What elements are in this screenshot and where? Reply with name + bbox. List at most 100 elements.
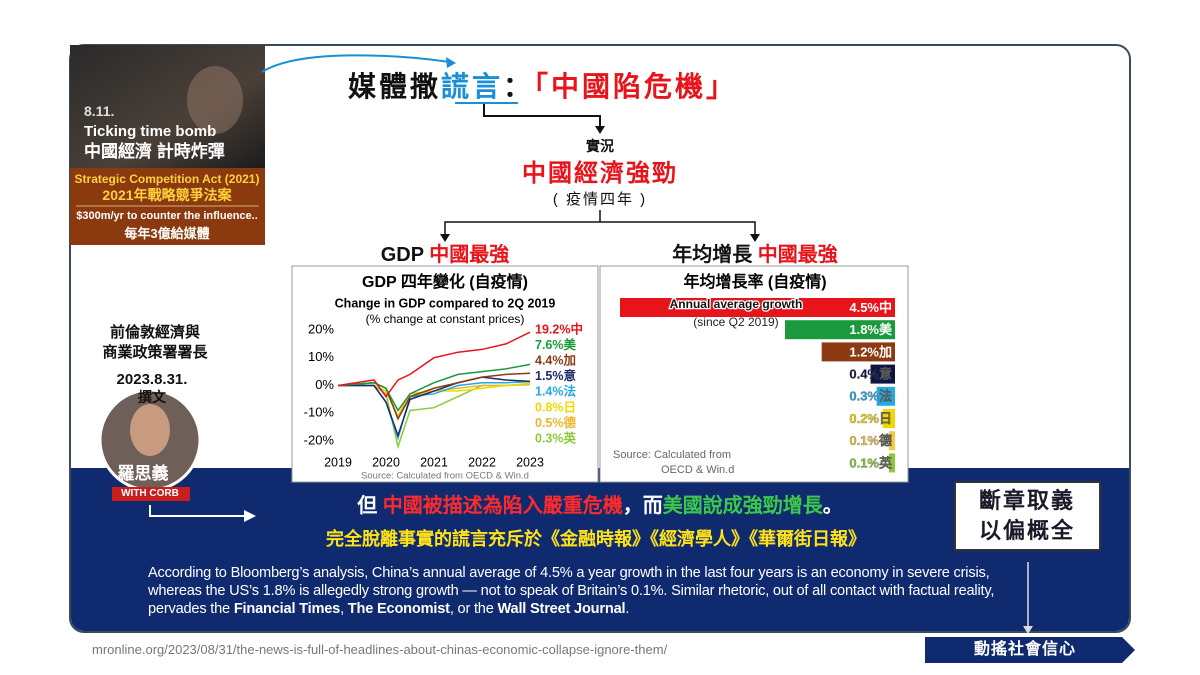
author-banner — [112, 487, 190, 501]
end-label: 19.2%中 — [535, 321, 583, 336]
quote-segment: Financial Times — [233, 601, 341, 617]
link-arrow — [261, 54, 451, 73]
connector — [149, 505, 245, 517]
bar-label: 0.4%意 — [849, 367, 892, 382]
series-line — [338, 376, 531, 438]
bar-label: 1.2%加 — [849, 344, 892, 359]
text-segment: 美國說成強勁增長 — [662, 495, 823, 517]
end-label: 0.3%英 — [535, 430, 576, 445]
photo-title-zh: 中國經濟 計時炸彈 — [84, 142, 225, 161]
quote-segment: Wall Street Journal — [497, 601, 626, 617]
x-tick-label: 2023 — [516, 455, 544, 469]
author-banner-text: WITH CORB — [121, 488, 179, 499]
x-tick-label: 2022 — [468, 455, 496, 469]
chart-source: OECD & Win.d — [661, 464, 734, 476]
bar — [888, 453, 895, 473]
arrow-head — [1023, 626, 1033, 634]
text-segment: 但 — [357, 495, 383, 517]
chart-subtitle: (% change at constant prices) — [366, 312, 525, 326]
act-name: Strategic Competition Act (2021) — [74, 172, 260, 186]
bar — [888, 431, 895, 451]
text-segment: 中國最強 — [757, 244, 838, 266]
headline: 媒體撒謊言：「中國陷危機」 — [348, 73, 737, 101]
end-label: 1.5%意 — [535, 368, 576, 383]
author-name: 羅思義 — [117, 464, 169, 483]
annotation: Annual average growth — [670, 297, 803, 311]
end-label: 4.4%加 — [535, 352, 576, 367]
bar — [821, 342, 895, 362]
source-url: mronline.org/2023/08/31/the-news-is-full… — [92, 642, 668, 657]
verdict-box — [954, 481, 1101, 551]
y-tick-label: -10% — [304, 405, 335, 420]
quote-segment: The Economist — [347, 601, 450, 617]
quote-segment: According to Bloomberg’s analysis, China… — [148, 565, 995, 617]
author-line: 前倫敦經濟與 — [109, 324, 201, 341]
summary-band — [71, 468, 1129, 631]
text-segment: 謊言 — [441, 71, 504, 102]
text-segment: 「中國陷危機」 — [534, 71, 738, 102]
fact-note: ( 疫情四年 ) — [552, 191, 648, 208]
x-tick-label: 2021 — [420, 455, 448, 469]
bar-label: 1.8%美 — [849, 322, 893, 337]
effect-tag — [925, 637, 1135, 663]
series-line — [337, 363, 531, 412]
arrow-head — [750, 234, 760, 242]
y-tick-label: -20% — [304, 432, 335, 447]
text-segment: GDP — [380, 244, 430, 266]
y-tick-label: 10% — [308, 349, 334, 364]
arrow-head — [446, 57, 456, 68]
chart-source: Source: Calculated from — [613, 449, 731, 461]
act-funding: $300m/yr to counter the influence.. — [76, 210, 258, 222]
summary-line: 但 中國被描述為陷入嚴重危機，而美國說成強勁增長。 — [357, 496, 843, 516]
photo-figure — [187, 66, 243, 134]
act-name-zh: 2021年戰略競爭法案 — [102, 187, 232, 203]
quote-segment: . — [625, 601, 630, 617]
fact-claim: 中國經濟強勁 — [522, 160, 678, 187]
end-label: 1.4%法 — [535, 384, 576, 399]
y-tick-label: 0% — [315, 377, 334, 392]
author-date: 2023.8.31. — [116, 371, 188, 388]
branch-label: GDP 中國最強 — [381, 245, 510, 265]
bar-label: 0.1%德 — [849, 433, 892, 448]
verdict-text: 以偏概全 — [978, 518, 1076, 543]
text-segment: 。 — [822, 495, 843, 517]
text-segment: 媒體撒 — [348, 71, 442, 102]
summary-line: 完全脫離事實的謊言充斥於《金融時報》《經濟學人》《華爾街日報》 — [326, 529, 866, 549]
bar — [876, 386, 895, 406]
branch-label: 年均增長 中國最強 — [672, 245, 838, 265]
series-line — [337, 331, 531, 398]
author-role: 撰文 — [138, 389, 166, 405]
act-funding-zh: 每年3億給媒體 — [124, 226, 210, 241]
bar — [870, 364, 895, 384]
chart-source: Source: Calculated from OECD & Win.d — [361, 471, 529, 482]
arrow-head — [440, 234, 450, 242]
text-segment: ，而 — [622, 495, 663, 517]
line-chart-box — [291, 265, 599, 483]
text-segment: 中國被描述為陷入嚴重危機 — [382, 495, 623, 517]
quote-segment: , — [340, 601, 348, 617]
author-line: 商業政策署署長 — [102, 344, 208, 361]
chart-subtitle: Change in GDP compared to 2Q 2019 — [335, 296, 556, 310]
arrow-head — [244, 510, 256, 522]
connector — [444, 221, 756, 236]
effect-text: 動搖社會信心 — [973, 641, 1077, 658]
end-label: 7.6%美 — [535, 337, 576, 352]
x-tick-label: 2020 — [372, 455, 400, 469]
chart-title: 年均增長率 (自疫情) — [683, 272, 826, 291]
quote: According to Bloomberg’s analysis, China… — [148, 564, 1026, 618]
bar — [785, 320, 895, 340]
author-face — [130, 404, 170, 456]
bar — [620, 298, 895, 317]
verdict-text: 斷章取義 — [978, 488, 1076, 513]
text-segment: ： — [503, 71, 535, 102]
bar — [882, 409, 895, 428]
annotation: (since Q2 2019) — [693, 315, 778, 329]
bar-label: 0.3%法 — [849, 389, 892, 404]
bar-label: 0.2%日 — [849, 411, 892, 426]
fact-label: 實況 — [586, 138, 614, 154]
photo-date: 8.11. — [84, 103, 115, 119]
arrow-head — [595, 126, 605, 134]
chart-title: GDP 四年變化 (自疫情) — [362, 272, 528, 291]
